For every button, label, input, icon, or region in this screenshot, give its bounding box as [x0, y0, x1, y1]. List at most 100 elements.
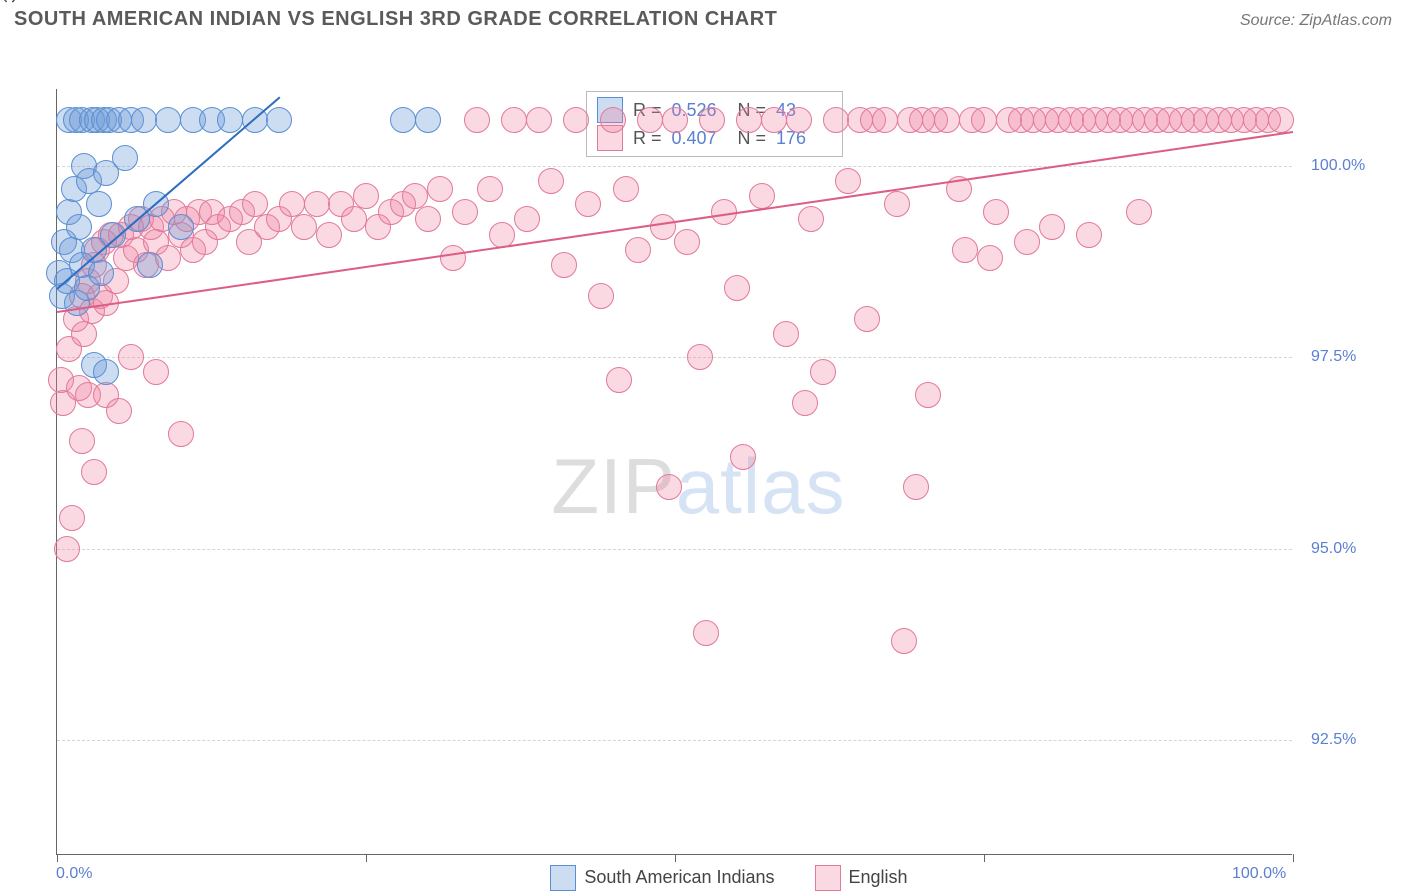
legend-swatch: [815, 865, 841, 891]
pink-point: [724, 275, 750, 301]
pink-point: [835, 168, 861, 194]
pink-point: [810, 359, 836, 385]
pink-point: [971, 107, 997, 133]
pink-point: [526, 107, 552, 133]
pink-point: [823, 107, 849, 133]
pink-point: [650, 214, 676, 240]
pink-point: [143, 359, 169, 385]
pink-point: [440, 245, 466, 271]
pink-point: [291, 214, 317, 240]
pink-point: [538, 168, 564, 194]
pink-point: [501, 107, 527, 133]
pink-point: [563, 107, 589, 133]
pink-point: [575, 191, 601, 217]
pink-point: [656, 474, 682, 500]
blue-point: [86, 191, 112, 217]
pink-point: [674, 229, 700, 255]
pink-point: [81, 459, 107, 485]
pink-point: [1014, 229, 1040, 255]
x-axis-label-left: 0.0%: [56, 865, 92, 883]
gridline: [57, 166, 1292, 167]
pink-point: [69, 428, 95, 454]
blue-point: [217, 107, 243, 133]
y-tick-label: 100.0%: [1311, 157, 1365, 175]
pink-point: [59, 505, 85, 531]
source-label: Source:: [1240, 12, 1295, 29]
pink-point: [613, 176, 639, 202]
pink-point: [402, 183, 428, 209]
pink-point: [588, 283, 614, 309]
pink-point: [304, 191, 330, 217]
x-tick: [366, 854, 367, 862]
blue-point: [66, 214, 92, 240]
pink-point: [118, 344, 144, 370]
pink-point: [341, 206, 367, 232]
blue-point: [112, 145, 138, 171]
pink-point: [786, 107, 812, 133]
pink-point: [514, 206, 540, 232]
pink-point: [903, 474, 929, 500]
pink-point: [934, 107, 960, 133]
pink-point: [600, 107, 626, 133]
pink-point: [1039, 214, 1065, 240]
x-tick: [1293, 854, 1294, 862]
pink-point: [316, 222, 342, 248]
pink-point: [699, 107, 725, 133]
pink-point: [977, 245, 1003, 271]
gridline: [57, 549, 1292, 550]
blue-point: [93, 359, 119, 385]
source-value: ZipAtlas.com: [1300, 12, 1392, 29]
gridline: [57, 357, 1292, 358]
pink-point: [872, 107, 898, 133]
pink-point: [464, 107, 490, 133]
series-legend-label: English: [849, 867, 908, 887]
pink-point: [1076, 222, 1102, 248]
pink-point: [736, 107, 762, 133]
series-legend-item: South American Indians: [550, 865, 774, 891]
pink-point: [353, 183, 379, 209]
legend-swatch: [550, 865, 576, 891]
x-tick: [57, 854, 58, 862]
pink-point: [891, 628, 917, 654]
pink-point: [983, 199, 1009, 225]
blue-point: [131, 107, 157, 133]
blue-point: [168, 214, 194, 240]
pink-point: [773, 321, 799, 347]
pink-point: [798, 206, 824, 232]
pink-point: [489, 222, 515, 248]
plot-region: ZIPatlas R =0.526N =43R =0.407N =176 100…: [56, 89, 1292, 855]
pink-point: [884, 191, 910, 217]
blue-point: [137, 252, 163, 278]
blue-point: [266, 107, 292, 133]
y-tick-label: 97.5%: [1311, 348, 1356, 366]
series-legend-label: South American Indians: [584, 867, 774, 887]
pink-point: [693, 620, 719, 646]
watermark: ZIPatlas: [551, 441, 845, 532]
x-tick: [984, 854, 985, 862]
blue-point: [88, 260, 114, 286]
chart-source: Source: ZipAtlas.com: [1240, 12, 1392, 30]
pink-point: [1268, 107, 1294, 133]
chart-title: SOUTH AMERICAN INDIAN VS ENGLISH 3RD GRA…: [14, 8, 777, 31]
pink-point: [427, 176, 453, 202]
pink-point: [242, 191, 268, 217]
x-axis-label-right: 100.0%: [1232, 865, 1286, 883]
y-tick-label: 95.0%: [1311, 540, 1356, 558]
pink-point: [952, 237, 978, 263]
pink-point: [662, 107, 688, 133]
pink-point: [54, 536, 80, 562]
y-tick-label: 92.5%: [1311, 731, 1356, 749]
pink-point: [1126, 199, 1152, 225]
blue-point: [415, 107, 441, 133]
pink-point: [168, 421, 194, 447]
pink-point: [730, 444, 756, 470]
pink-point: [854, 306, 880, 332]
pink-point: [761, 107, 787, 133]
pink-point: [792, 390, 818, 416]
watermark-atlas: atlas: [676, 442, 846, 530]
series-legend: South American Indians English: [550, 865, 907, 891]
pink-point: [637, 107, 663, 133]
series-legend-item: English: [815, 865, 908, 891]
blue-point: [155, 107, 181, 133]
pink-point: [415, 206, 441, 232]
